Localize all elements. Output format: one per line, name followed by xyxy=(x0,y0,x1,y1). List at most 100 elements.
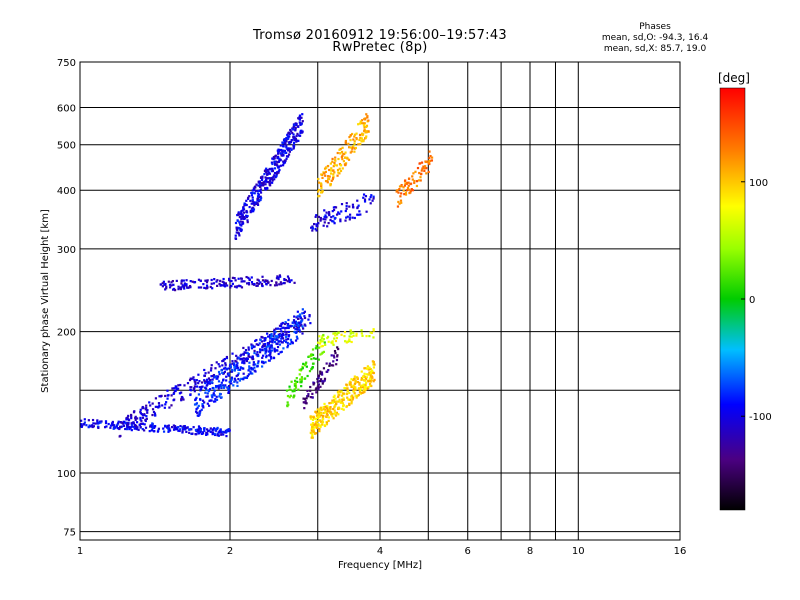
data-point xyxy=(354,146,358,150)
data-point xyxy=(359,213,362,216)
data-point xyxy=(312,427,315,431)
data-point xyxy=(397,200,400,204)
data-point xyxy=(183,287,186,290)
data-point xyxy=(372,363,375,366)
data-point xyxy=(188,428,191,431)
data-point xyxy=(271,349,274,352)
data-point xyxy=(372,380,375,383)
data-point xyxy=(298,373,301,376)
data-point xyxy=(277,166,280,169)
data-point xyxy=(175,279,178,282)
data-point xyxy=(262,184,265,187)
data-point xyxy=(320,412,323,415)
data-point xyxy=(252,361,255,364)
data-point xyxy=(369,331,372,334)
data-point xyxy=(339,164,343,167)
y-axis-label: Stationary phase Virtual Height [km] xyxy=(40,209,51,393)
data-point xyxy=(430,159,434,162)
data-point xyxy=(247,276,250,279)
data-point xyxy=(104,421,108,425)
data-point xyxy=(310,368,313,371)
data-point xyxy=(263,344,266,348)
data-point xyxy=(235,226,238,229)
data-point xyxy=(367,368,370,371)
data-point xyxy=(292,128,295,131)
data-point xyxy=(126,428,129,431)
data-point xyxy=(133,427,136,430)
data-point xyxy=(139,412,142,415)
data-point xyxy=(193,280,197,284)
data-point xyxy=(306,374,309,378)
data-point xyxy=(359,385,363,388)
data-point xyxy=(319,385,322,388)
data-point xyxy=(356,380,360,384)
data-point xyxy=(281,341,284,344)
data-point xyxy=(178,429,181,433)
data-point xyxy=(335,358,339,362)
data-point xyxy=(201,431,205,434)
data-point xyxy=(248,367,251,370)
data-point xyxy=(240,213,243,216)
data-point xyxy=(89,425,92,428)
data-point xyxy=(164,288,167,291)
data-point xyxy=(319,353,322,356)
data-point xyxy=(185,426,188,429)
data-point xyxy=(245,359,249,363)
data-point xyxy=(283,140,286,143)
data-point xyxy=(315,345,318,348)
data-point xyxy=(256,203,260,206)
data-point xyxy=(293,315,296,318)
data-point xyxy=(338,393,341,397)
data-point xyxy=(322,333,325,337)
data-point xyxy=(351,147,354,150)
data-point xyxy=(250,345,253,348)
data-point xyxy=(282,162,285,165)
data-point xyxy=(360,384,363,387)
data-point xyxy=(243,359,246,362)
data-point xyxy=(285,389,289,392)
data-point xyxy=(362,389,365,392)
data-point xyxy=(126,422,129,425)
data-point xyxy=(325,412,329,416)
data-point xyxy=(367,380,370,383)
data-point xyxy=(275,172,279,175)
data-point xyxy=(351,398,354,401)
data-point xyxy=(225,379,228,382)
data-point xyxy=(292,135,295,139)
data-point xyxy=(181,428,185,431)
data-point xyxy=(360,376,363,380)
data-point xyxy=(264,178,268,182)
data-point xyxy=(324,180,328,183)
data-point xyxy=(399,195,402,198)
data-point xyxy=(191,280,194,283)
data-point xyxy=(254,201,258,205)
data-point xyxy=(269,340,273,343)
data-point xyxy=(157,402,161,405)
data-point xyxy=(220,381,223,384)
data-point xyxy=(264,188,267,191)
data-point xyxy=(109,426,112,429)
data-point xyxy=(194,398,197,401)
data-point xyxy=(261,275,264,278)
data-point xyxy=(279,158,282,161)
data-point xyxy=(305,402,308,405)
data-point xyxy=(336,407,340,411)
data-point xyxy=(277,150,281,153)
data-point xyxy=(366,365,369,368)
data-point xyxy=(130,429,133,432)
data-point xyxy=(158,395,161,398)
data-point xyxy=(264,350,268,353)
data-point xyxy=(326,225,329,228)
data-point xyxy=(268,345,272,348)
data-point xyxy=(303,323,306,326)
data-point xyxy=(240,229,243,233)
data-point xyxy=(228,429,231,432)
data-point xyxy=(292,146,295,149)
data-point xyxy=(208,381,211,384)
data-point xyxy=(290,138,293,142)
data-point xyxy=(324,174,327,177)
data-point xyxy=(369,368,372,371)
data-point xyxy=(283,330,287,333)
data-point xyxy=(285,137,288,140)
data-point xyxy=(320,184,323,188)
